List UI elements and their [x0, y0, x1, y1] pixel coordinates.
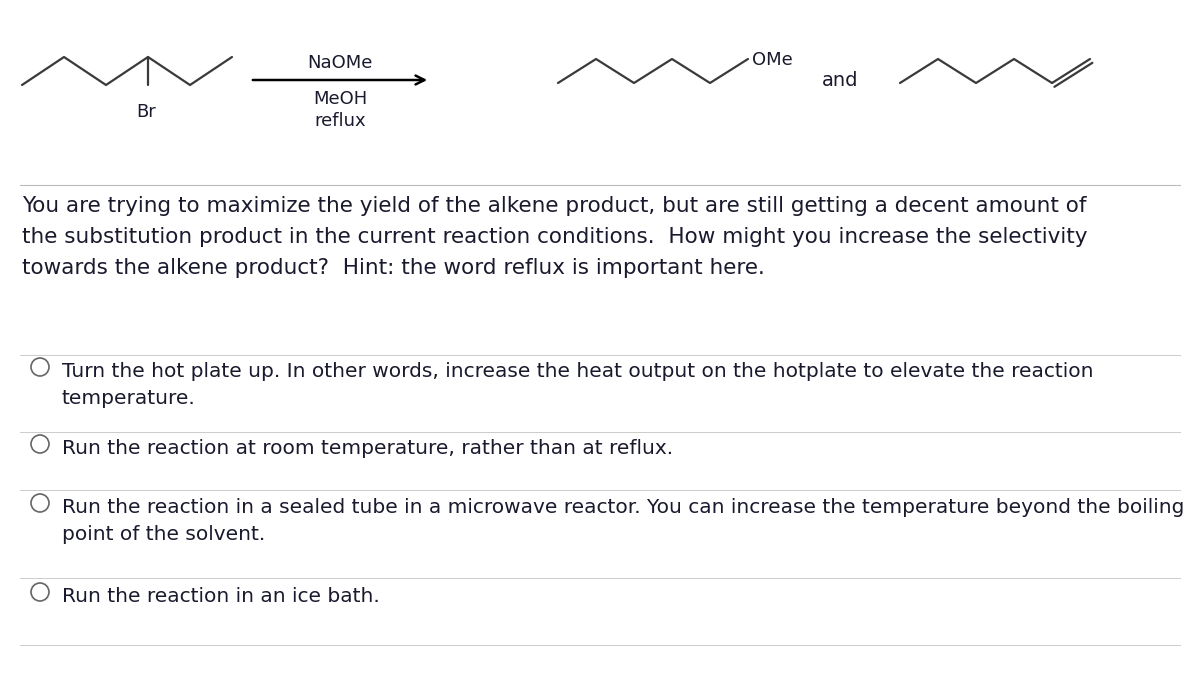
Text: Run the reaction in a sealed tube in a microwave reactor. You can increase the t: Run the reaction in a sealed tube in a m…: [62, 498, 1184, 545]
Text: NaOMe: NaOMe: [307, 54, 373, 72]
Text: You are trying to maximize the yield of the alkene product, but are still gettin: You are trying to maximize the yield of …: [22, 196, 1087, 278]
Text: Run the reaction in an ice bath.: Run the reaction in an ice bath.: [62, 587, 379, 606]
Text: Run the reaction at room temperature, rather than at reflux.: Run the reaction at room temperature, ra…: [62, 439, 673, 458]
Text: Turn the hot plate up. In other words, increase the heat output on the hotplate : Turn the hot plate up. In other words, i…: [62, 362, 1093, 408]
Text: MeOH: MeOH: [313, 90, 367, 108]
Text: OMe: OMe: [752, 51, 793, 69]
Text: Br: Br: [136, 103, 156, 121]
Text: reflux: reflux: [314, 112, 366, 130]
Text: and: and: [822, 70, 858, 90]
